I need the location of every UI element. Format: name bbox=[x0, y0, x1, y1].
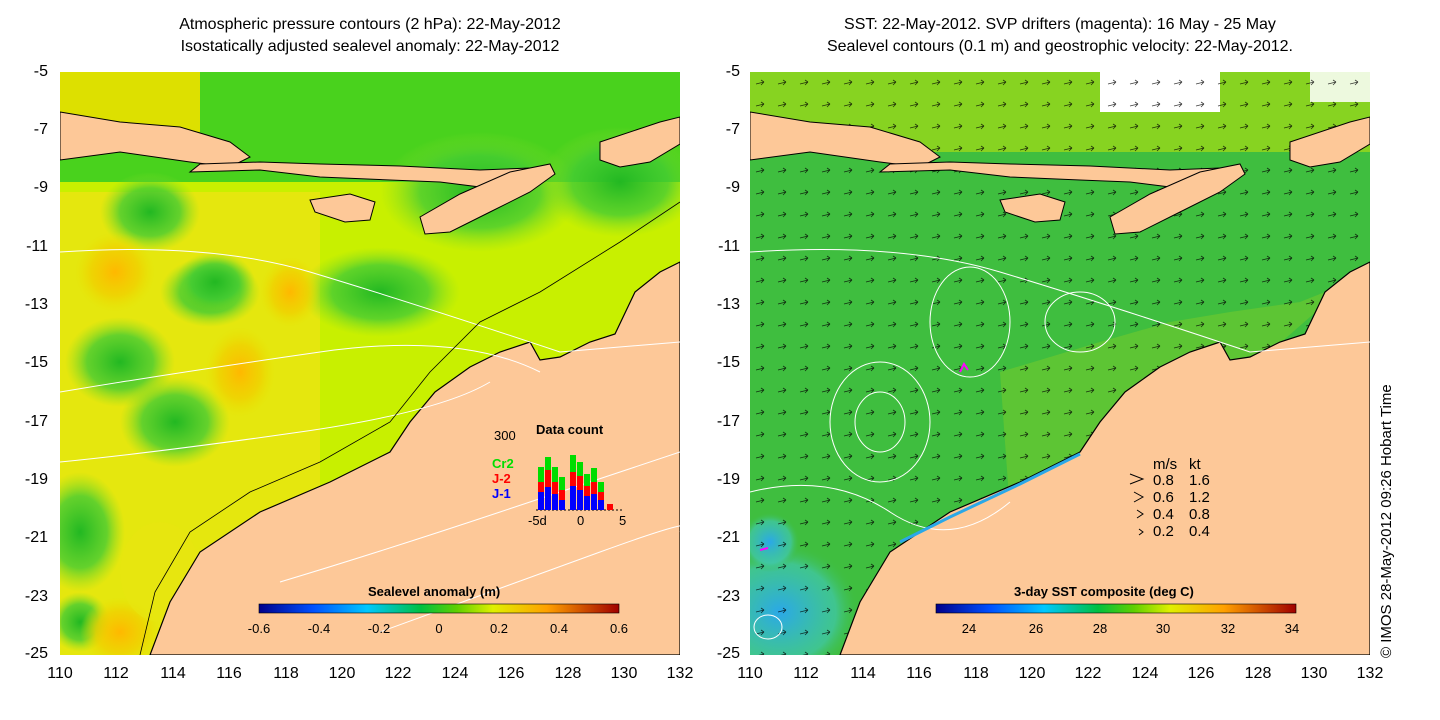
left-colorbar-title: Sealevel anomaly (m) bbox=[368, 584, 501, 599]
right-xtick: 132 bbox=[1356, 665, 1384, 682]
left-cbar-tick: 0.2 bbox=[489, 621, 509, 636]
velocity-header-kt: kt bbox=[1189, 456, 1201, 473]
left-cbar-tick: 0.4 bbox=[549, 621, 569, 636]
left-ytick: -15 bbox=[24, 354, 48, 371]
right-cbar-tick: 34 bbox=[1284, 621, 1300, 636]
right-xtick: 114 bbox=[850, 665, 876, 682]
right-title-line2: Sealevel contours (0.1 m) and geostrophi… bbox=[826, 38, 1293, 55]
velocity-row-kt: 0.8 bbox=[1189, 506, 1210, 523]
right-title-line1: SST: 22-May-2012. SVP drifters (magenta)… bbox=[844, 16, 1276, 33]
left-xtick: 132 bbox=[666, 665, 694, 682]
right-xtick: 130 bbox=[1300, 665, 1328, 682]
inset-series-j1: J-1 bbox=[492, 486, 511, 501]
left-xtick: 122 bbox=[384, 665, 412, 682]
right-xtick: 124 bbox=[1131, 665, 1159, 682]
left-xtick: 124 bbox=[441, 665, 469, 682]
right-ytick: -15 bbox=[716, 354, 740, 371]
left-xtick: 120 bbox=[328, 665, 356, 682]
velocity-row-ms: 0.6 bbox=[1153, 489, 1174, 506]
right-xtick: 126 bbox=[1187, 665, 1215, 682]
left-xtick: 116 bbox=[216, 665, 242, 682]
left-xtick: 126 bbox=[497, 665, 525, 682]
right-map-graphic bbox=[750, 72, 1370, 655]
inset-xtick-0: 0 bbox=[577, 513, 585, 528]
inset-ymax-label: 300 bbox=[494, 428, 516, 443]
data-count-inset bbox=[536, 455, 622, 511]
left-xtick: 110 bbox=[47, 665, 73, 682]
right-xtick: 112 bbox=[793, 665, 819, 682]
right-ytick: -19 bbox=[716, 471, 740, 488]
copyright-note: © IMOS 28-May-2012 09:26 Hobart Time bbox=[1378, 384, 1395, 658]
right-xtick: 120 bbox=[1018, 665, 1046, 682]
left-cbar-tick: 0.6 bbox=[609, 621, 629, 636]
inset-xtick-5: 5 bbox=[619, 513, 627, 528]
left-ytick: -7 bbox=[33, 121, 48, 138]
inset-title: Data count bbox=[536, 422, 604, 437]
left-xtick: 130 bbox=[610, 665, 638, 682]
left-xtick: 128 bbox=[554, 665, 582, 682]
right-cbar-tick: 26 bbox=[1028, 621, 1044, 636]
left-cbar-tick: -0.4 bbox=[307, 621, 331, 636]
left-cbar-tick: 0 bbox=[435, 621, 443, 636]
right-xtick: 110 bbox=[737, 665, 763, 682]
right-cbar-tick: 30 bbox=[1155, 621, 1171, 636]
right-cbar-tick: 24 bbox=[961, 621, 977, 636]
left-map-graphic bbox=[60, 72, 680, 655]
left-ytick: -5 bbox=[33, 63, 48, 80]
velocity-row-kt: 0.4 bbox=[1189, 523, 1210, 540]
inset-series-j2: J-2 bbox=[492, 471, 511, 486]
right-colorbar-title: 3-day SST composite (deg C) bbox=[1014, 584, 1194, 599]
left-ytick: -23 bbox=[24, 588, 48, 605]
right-ytick: -21 bbox=[716, 529, 740, 546]
left-title-line1: Atmospheric pressure contours (2 hPa): 2… bbox=[179, 16, 561, 33]
right-ytick: -9 bbox=[725, 179, 740, 196]
right-ytick: -13 bbox=[716, 296, 740, 313]
left-xtick: 114 bbox=[160, 665, 186, 682]
right-ytick: -5 bbox=[725, 63, 740, 80]
right-xtick: 118 bbox=[963, 665, 989, 682]
right-xtick: 128 bbox=[1244, 665, 1272, 682]
right-ytick: -7 bbox=[725, 121, 740, 138]
velocity-row-ms: 0.8 bbox=[1153, 472, 1174, 489]
left-ytick: -25 bbox=[24, 645, 48, 662]
right-ytick: -25 bbox=[716, 645, 740, 662]
left-ytick: -19 bbox=[24, 471, 48, 488]
velocity-row-ms: 0.4 bbox=[1153, 506, 1174, 523]
velocity-row-ms: 0.2 bbox=[1153, 523, 1174, 540]
left-sealevel-map bbox=[60, 72, 680, 655]
left-ytick: -17 bbox=[24, 413, 48, 430]
right-sst-map bbox=[750, 72, 1370, 655]
right-ytick: -11 bbox=[718, 238, 740, 255]
inset-series-cr2: Cr2 bbox=[492, 456, 514, 471]
left-xtick: 112 bbox=[103, 665, 129, 682]
right-xtick: 116 bbox=[906, 665, 932, 682]
inset-xtick-neg5: -5d bbox=[528, 513, 547, 528]
left-ytick: -21 bbox=[24, 529, 48, 546]
right-cbar-tick: 32 bbox=[1220, 621, 1236, 636]
left-cbar-tick: -0.6 bbox=[247, 621, 271, 636]
right-cbar-tick: 28 bbox=[1092, 621, 1108, 636]
left-cbar-tick: -0.2 bbox=[367, 621, 391, 636]
velocity-row-kt: 1.6 bbox=[1189, 472, 1210, 489]
left-title-line2: Isostatically adjusted sealevel anomaly:… bbox=[180, 38, 560, 55]
right-ytick: -17 bbox=[716, 413, 740, 430]
velocity-legend-arrows bbox=[1129, 473, 1145, 536]
velocity-row-kt: 1.2 bbox=[1189, 489, 1210, 506]
left-ytick: -9 bbox=[33, 179, 48, 196]
velocity-header-ms: m/s bbox=[1153, 456, 1178, 473]
left-ytick: -11 bbox=[26, 238, 48, 255]
left-ytick: -13 bbox=[24, 296, 48, 313]
left-xtick: 118 bbox=[273, 665, 299, 682]
right-ytick: -23 bbox=[716, 588, 740, 605]
right-xtick: 122 bbox=[1074, 665, 1102, 682]
